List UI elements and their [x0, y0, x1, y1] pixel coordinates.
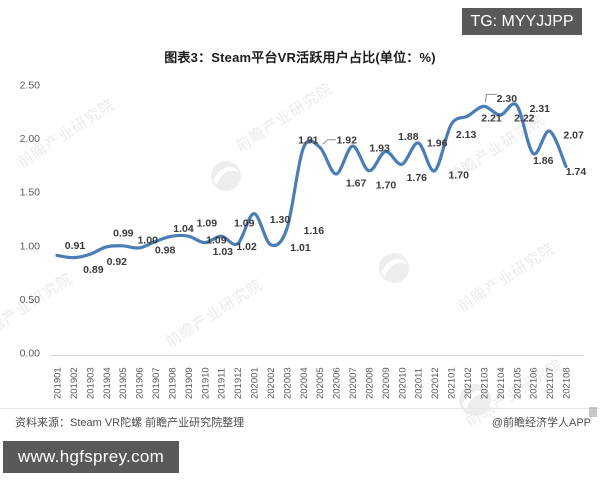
data-label: 1.74 [566, 166, 587, 178]
x-axis-label: 201905 [118, 367, 129, 399]
x-axis-label: 202107 [545, 367, 556, 399]
y-axis-label: 2.00 [20, 133, 41, 145]
x-axis-label: 202010 [397, 367, 408, 399]
data-label: 0.89 [83, 264, 104, 276]
url-badge: www.hgfsprey.com [3, 441, 179, 473]
data-label: 1.02 [236, 241, 257, 253]
footer-divider [0, 408, 600, 409]
credit-note: @前瞻经济学人APP [491, 417, 591, 429]
data-label: 0.98 [155, 244, 176, 256]
x-axis: 201901 201902 201903 201904 201905 201906 2019… [53, 367, 573, 399]
x-axis-label: 202008 [364, 367, 375, 399]
data-label: 1.03 [213, 246, 234, 258]
data-label: 2.31 [530, 103, 551, 115]
data-label: 2.22 [514, 113, 535, 125]
watermark-logo-icon [379, 253, 409, 283]
x-axis-label: 201909 [184, 367, 195, 399]
source-note: 资料来源：Steam VR陀螺 前瞻产业研究院整理 [15, 417, 245, 429]
watermark-logo-icon [211, 161, 241, 191]
data-label: 1.09 [234, 218, 255, 230]
data-label: 1.30 [270, 214, 291, 226]
x-axis-label: 202001 [250, 367, 261, 399]
x-axis-label: 201901 [53, 367, 64, 399]
data-label: 1.70 [376, 179, 397, 191]
data-label: 2.21 [481, 113, 502, 125]
data-label: 1.76 [407, 172, 428, 184]
data-label: 1.01 [290, 242, 311, 254]
x-axis-label: 201910 [200, 367, 211, 399]
watermark-text: 前瞻产业研究院 [232, 79, 336, 155]
data-label: 1.86 [533, 155, 554, 167]
data-label: 1.16 [304, 225, 325, 237]
x-axis-label: 201908 [167, 367, 178, 399]
label-leader-line [484, 93, 497, 103]
tg-badge: TG: MYYJJPP [462, 8, 582, 35]
y-axis-label: 0.50 [20, 294, 41, 306]
x-axis-label: 202011 [414, 368, 425, 399]
data-labels: 0.910.890.920.991.000.981.04 1.091.091.03… [65, 93, 587, 276]
x-axis-label: 202102 [463, 367, 474, 399]
data-label: 1.00 [137, 234, 158, 246]
x-axis-label: 202003 [282, 367, 293, 399]
y-axis-label: 1.50 [20, 187, 41, 199]
x-axis-label: 202007 [348, 367, 359, 399]
data-label: 0.92 [107, 256, 128, 268]
label-leader-line [322, 139, 336, 145]
x-axis-label: 202005 [315, 367, 326, 399]
x-axis-label: 201911 [217, 368, 228, 399]
x-axis-label: 202004 [299, 367, 310, 399]
y-axis-label: 2.50 [20, 80, 41, 92]
data-label: 1.09 [197, 218, 218, 230]
x-axis-label: 201902 [69, 367, 80, 399]
data-label: 1.88 [398, 131, 419, 143]
data-label: 1.92 [336, 135, 357, 147]
x-axis-label: 202106 [529, 367, 540, 399]
data-label: 1.70 [448, 169, 469, 181]
x-axis-label: 202101 [447, 367, 458, 399]
y-axis: 0.00 0.50 1.00 1.50 2.00 2.50 [20, 80, 41, 360]
series-line [55, 102, 568, 260]
data-label: 1.96 [427, 137, 448, 149]
data-label: 1.67 [346, 178, 367, 190]
x-axis-label: 202103 [479, 367, 490, 399]
credit-mark [589, 407, 597, 417]
x-axis-label: 202002 [266, 367, 277, 399]
data-label: 1.91 [298, 135, 319, 147]
x-axis-label: 201907 [151, 367, 162, 399]
x-axis-label: 201912 [233, 367, 244, 399]
x-axis-label: 202108 [562, 367, 573, 399]
data-label: 2.07 [563, 130, 584, 142]
x-axis-label: 201904 [102, 367, 113, 399]
x-axis-label: 202009 [381, 367, 392, 399]
data-label: 1.93 [369, 143, 390, 155]
watermark-text: 前瞻产业研究院 [162, 275, 266, 351]
data-label: 0.99 [113, 227, 134, 239]
x-axis-label: 201903 [85, 367, 96, 399]
data-label: 1.04 [173, 223, 194, 235]
data-label: 2.13 [456, 129, 477, 141]
y-axis-label: 1.00 [20, 240, 41, 252]
chart-title: 图表3：Steam平台VR活跃用户占比(单位：%) [164, 50, 436, 65]
x-axis-label: 202006 [332, 367, 343, 399]
watermark-text: 前瞻产业研究院 [0, 269, 76, 345]
watermark-text: 前瞻产业研究院 [454, 239, 558, 315]
x-axis-label: 201906 [135, 367, 146, 399]
data-label: 1.09 [206, 235, 227, 247]
x-axis-label: 202105 [512, 367, 523, 399]
y-axis-label: 0.00 [20, 348, 41, 360]
data-label: 0.91 [65, 240, 86, 252]
x-axis-label: 202012 [430, 367, 441, 399]
data-label: 2.30 [497, 93, 518, 105]
x-axis-label: 202104 [496, 367, 507, 399]
